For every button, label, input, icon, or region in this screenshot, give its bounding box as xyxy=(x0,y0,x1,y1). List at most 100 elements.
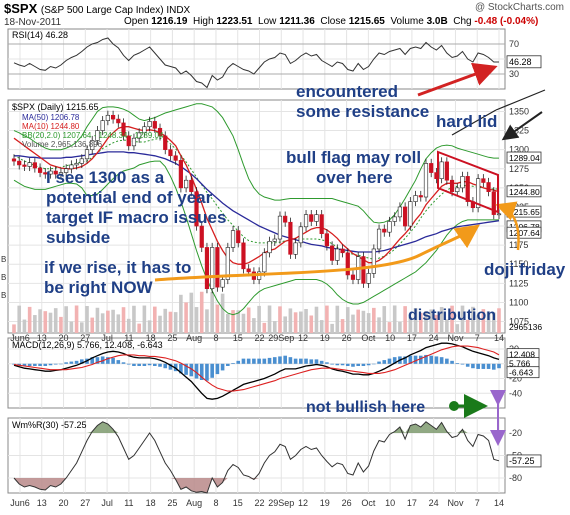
volume-bar xyxy=(116,314,121,333)
volume-bar xyxy=(53,308,58,333)
volume-bar xyxy=(147,320,152,333)
candle-body xyxy=(350,274,356,280)
volume-bar xyxy=(356,309,360,333)
macd-last-tag-box xyxy=(506,366,540,379)
volume-bar xyxy=(392,305,397,333)
volume-bar xyxy=(293,312,298,333)
macd-histogram-bar xyxy=(304,358,308,364)
macd-histogram-bar xyxy=(220,363,225,371)
x-tick-label: 22 xyxy=(254,333,264,343)
x-tick-label: 17 xyxy=(407,333,417,343)
candle-body xyxy=(423,163,429,198)
volume-bar xyxy=(137,323,141,333)
candle-body xyxy=(173,155,178,161)
candle-body xyxy=(64,168,69,173)
macd-histogram-bar xyxy=(345,363,350,366)
macd-histogram-bar xyxy=(413,355,418,364)
williams-last-tag: -57.25 xyxy=(509,456,535,466)
x-tick-label: 13 xyxy=(37,333,47,343)
candle-body xyxy=(413,195,418,202)
x-tick-label: Jun6 xyxy=(10,333,30,343)
volume-bar xyxy=(220,293,225,333)
macd-histogram-bar xyxy=(48,363,53,366)
candle-body xyxy=(116,118,121,124)
x-tick-label: 10 xyxy=(385,333,395,343)
x-tick-label: 26 xyxy=(342,333,352,343)
price-tick-label: 1350 xyxy=(509,106,529,116)
x-tick-label: 11 xyxy=(124,498,133,508)
candle-body xyxy=(283,215,288,223)
x-tick-label: 27 xyxy=(80,333,90,343)
volume-bar xyxy=(22,319,27,333)
volume-bar xyxy=(226,313,230,333)
volume-bar xyxy=(257,305,261,333)
volume-bar xyxy=(486,311,491,333)
macd-histogram-bar xyxy=(262,358,267,364)
candle-body xyxy=(476,178,481,209)
volume-bar xyxy=(100,313,105,333)
macd-histogram-bar xyxy=(319,360,324,364)
volume-bar xyxy=(460,305,465,333)
annotation-doji: doji friday xyxy=(484,260,566,279)
macd-histogram-bar xyxy=(100,356,105,364)
bb-upper-line xyxy=(13,103,499,224)
macd-histogram-bar xyxy=(38,363,42,366)
candle-body xyxy=(262,252,267,273)
candle-body xyxy=(183,179,189,189)
volume-bar xyxy=(335,305,340,333)
volume-bar xyxy=(299,311,303,333)
macd-last-tag: 12.408 xyxy=(509,350,535,360)
candle-body xyxy=(293,242,298,255)
macd-histogram-bar xyxy=(226,363,230,366)
macd-histogram-bar xyxy=(215,363,220,375)
candle-body xyxy=(22,164,27,167)
macd-histogram-bar xyxy=(455,363,460,364)
annotation-bull-flag-line1: bull flag may roll xyxy=(286,148,422,167)
x-tick-label: 7 xyxy=(475,498,480,508)
volume-bar xyxy=(288,308,293,333)
x-tick-label: 12 xyxy=(298,333,308,343)
candle-body xyxy=(17,160,22,166)
annotation-bull-flag: bull flag may roll over here xyxy=(286,148,421,188)
volume-bar xyxy=(173,312,178,333)
candle-body xyxy=(43,172,48,175)
macd-histogram-bar xyxy=(132,363,136,366)
rsi-last-tag: 46.28 xyxy=(509,57,532,67)
volume-bar xyxy=(236,310,241,333)
macd-histogram-bar xyxy=(424,354,428,364)
macd-histogram-bar xyxy=(491,363,496,370)
volume-legend: Volume 2,965,136,896 xyxy=(22,140,103,149)
chart-title: $SPX (S&P 500 Large Cap Index) INDX xyxy=(4,1,190,16)
candle-body xyxy=(496,213,502,216)
x-tick-label: 15 xyxy=(233,333,243,343)
annotation-target: I see 1300 as a potential end of year ta… xyxy=(46,168,226,248)
macd-histogram-bar xyxy=(95,357,100,364)
rsi-last-tag-box xyxy=(506,55,542,69)
macd-histogram-bar xyxy=(22,363,27,366)
volume-bar xyxy=(403,306,407,333)
volume-bar xyxy=(445,319,449,333)
volume-bar xyxy=(69,321,74,333)
macd-tick-label: -40 xyxy=(509,388,522,398)
macd-histogram-bar xyxy=(278,356,282,364)
volume-bar xyxy=(142,305,147,333)
volume-bar xyxy=(12,324,16,333)
volume-bar xyxy=(330,323,334,333)
volume-bar xyxy=(418,312,423,333)
close-value: 1215.65 xyxy=(348,16,385,27)
x-tick-label: 25 xyxy=(167,333,177,343)
macd-histogram-bar xyxy=(335,363,340,366)
candle-body xyxy=(376,228,382,250)
price-last-tag-box xyxy=(506,151,542,164)
macd-histogram-bar xyxy=(429,355,434,364)
macd-legend: MACD(12,26,9) 5.766, 12.408, -6.643 xyxy=(12,340,163,350)
macd-histogram-bar xyxy=(153,363,157,366)
volume-bar xyxy=(231,310,235,333)
annotation-resistance-line2: some resistance xyxy=(296,102,430,121)
candle-body xyxy=(95,130,100,141)
annotation-rise-line2: be right NOW xyxy=(44,278,153,297)
macd-histogram-bar xyxy=(372,363,376,365)
x-tick-label: 25 xyxy=(167,498,177,508)
macd-histogram-bar xyxy=(163,363,168,369)
volume-bar xyxy=(345,307,350,333)
